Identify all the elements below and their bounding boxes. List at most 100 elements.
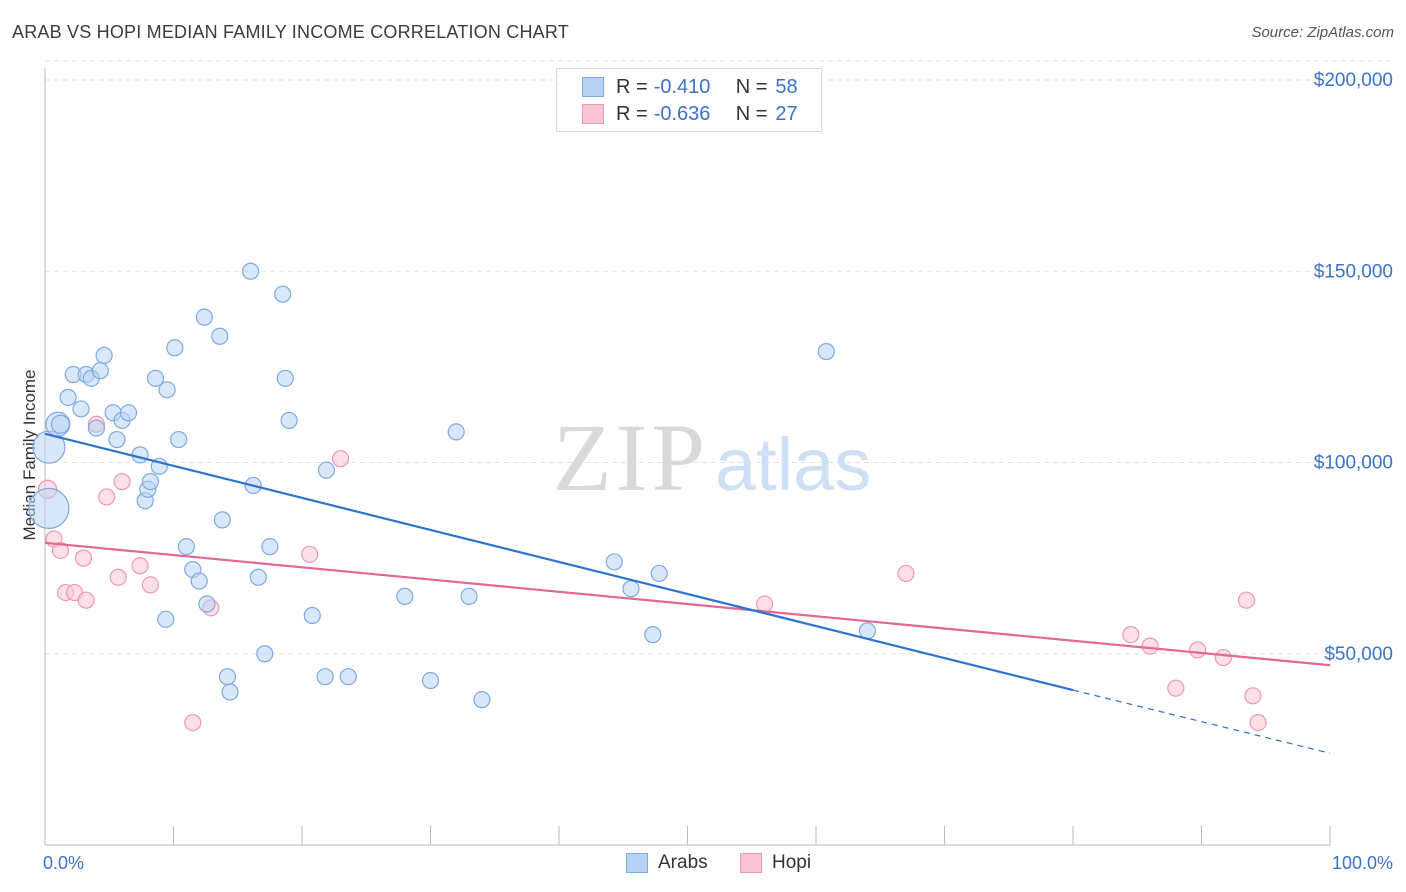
y-tick-label: $150,000: [1314, 261, 1393, 282]
arabs-point: [473, 691, 491, 709]
gridlines: [45, 60, 1395, 655]
legend-r-value: -0.636: [653, 102, 711, 125]
correlation-legend: R = -0.410 N = 58 R = -0.636 N = 27: [556, 68, 822, 132]
hopi-point: [1122, 626, 1140, 644]
chart-title: ARAB VS HOPI MEDIAN FAMILY INCOME CORREL…: [12, 22, 569, 42]
hopi-point: [301, 545, 319, 563]
arabs-swatch: [582, 77, 604, 97]
arabs-point: [817, 342, 835, 361]
x-tick-label: 0.0%: [43, 853, 84, 873]
legend-row-hopi: R = -0.636 N = 27: [557, 101, 798, 127]
arabs-point: [622, 580, 640, 598]
arabs-point: [256, 645, 274, 663]
hopi-legend-swatch: [740, 853, 762, 873]
arabs-point: [166, 339, 184, 357]
arabs-point: [213, 511, 231, 529]
arabs-point: [276, 369, 294, 387]
arabs-point: [644, 626, 662, 644]
arabs-point: [108, 430, 126, 449]
y-tick-label: $100,000: [1314, 453, 1393, 474]
arabs-point: [141, 473, 159, 491]
arabs-point: [650, 564, 668, 583]
trend-lines: [44, 432, 1331, 754]
legend-row-arabs: R = -0.410 N = 58: [557, 74, 798, 100]
arabs-point: [280, 411, 298, 430]
arabs-trend-extension: [1072, 689, 1331, 754]
hopi-point: [184, 713, 202, 732]
legend-n-value: 58: [775, 75, 798, 98]
arabs-trend-line: [44, 432, 1074, 692]
legend-r-label: R =: [616, 75, 648, 98]
arabs-point: [339, 668, 357, 686]
legend-n-label: N =: [735, 102, 768, 125]
arabs-point: [221, 683, 239, 701]
arabs-point: [460, 587, 478, 605]
watermark: ZIP atlas: [553, 404, 871, 511]
legend-item-arabs[interactable]: Arabs: [626, 852, 708, 874]
watermark-zip: ZIP: [553, 404, 709, 511]
arabs-point: [91, 362, 109, 380]
hopi-point: [331, 450, 350, 468]
arabs-point: [190, 572, 208, 590]
arabs-point: [195, 308, 213, 326]
arabs-point: [87, 419, 106, 437]
arabs-point: [157, 610, 175, 628]
hopi-point: [1141, 637, 1159, 655]
arabs-point: [198, 595, 216, 613]
hopi-point: [113, 473, 131, 491]
arabs-point: [421, 671, 440, 690]
arabs-point: [261, 538, 279, 556]
arabs-point: [249, 568, 267, 586]
arabs-point: [119, 404, 138, 422]
arabs-point: [605, 553, 623, 571]
hopi-swatch: [582, 104, 604, 124]
y-tick-label: $200,000: [1314, 70, 1393, 91]
watermark-atlas: atlas: [715, 423, 871, 506]
hopi-trend-line: [44, 541, 1331, 667]
legend-r-value: -0.410: [653, 75, 711, 98]
hopi-point: [51, 541, 70, 560]
arabs-legend-label: Arabs: [658, 852, 708, 873]
legend-n-label: N =: [735, 75, 768, 98]
arabs-point: [177, 538, 195, 556]
arabs-point: [146, 369, 165, 387]
x-tick-label: 100.0%: [1332, 853, 1393, 873]
hopi-point: [74, 549, 93, 567]
arabs-point: [447, 423, 465, 441]
arabs-point: [274, 285, 292, 303]
y-tick-label: $50,000: [1324, 644, 1393, 665]
hopi-point: [1237, 591, 1256, 609]
arabs-point: [95, 346, 113, 364]
hopi-point: [1189, 641, 1207, 659]
hopi-legend-label: Hopi: [772, 852, 812, 873]
arabs-point: [50, 414, 71, 434]
arabs-point: [59, 388, 77, 407]
hopi-point: [98, 488, 116, 506]
hopi-point: [1249, 713, 1267, 732]
legend-r-label: R =: [616, 102, 648, 125]
legend-n-value: 27: [775, 102, 798, 125]
series-legend: Arabs Hopi: [0, 852, 1406, 878]
arabs-point: [170, 430, 188, 449]
chart-source: Source: ZipAtlas.com: [1251, 24, 1394, 41]
hopi-point: [755, 595, 774, 613]
arabs-point: [396, 587, 414, 605]
legend-item-hopi[interactable]: Hopi: [740, 852, 811, 874]
arabs-point: [211, 327, 229, 345]
hopi-point: [1214, 648, 1232, 667]
y-tick-labels: $50,000 $100,000 $150,000 $200,000: [1314, 70, 1393, 665]
arabs-point: [242, 262, 260, 280]
hopi-point: [1167, 679, 1185, 697]
arabs-point: [131, 446, 149, 464]
hopi-point: [1244, 687, 1262, 705]
hopi-point: [141, 576, 159, 594]
arabs-legend-swatch: [626, 853, 648, 873]
arabs-point: [158, 381, 176, 399]
arabs-point: [218, 668, 237, 686]
arabs-point: [317, 461, 336, 479]
hopi-point: [131, 557, 149, 575]
hopi-point: [897, 564, 915, 583]
arabs-point: [316, 668, 334, 686]
x-tick-labels: 0.0% 100.0%: [43, 853, 1393, 873]
